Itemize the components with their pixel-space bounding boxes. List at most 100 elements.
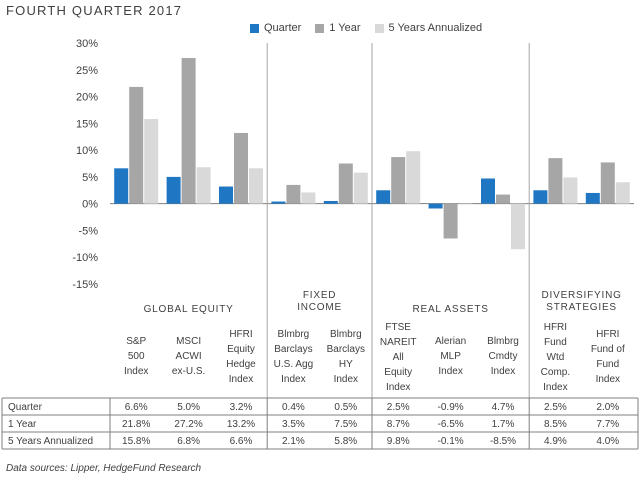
table-row-label: Quarter <box>8 402 43 413</box>
bar-1-7 <box>496 194 510 204</box>
group-label: INCOME <box>297 302 342 313</box>
table-cell: 2.1% <box>282 436 305 447</box>
bar-1-2 <box>234 132 248 204</box>
bar-1-5 <box>391 157 406 204</box>
y-tick-label: 5% <box>82 172 98 184</box>
table-cell: 27.2% <box>174 419 202 430</box>
y-tick-label: 0% <box>82 199 98 211</box>
legend-swatch-1-year <box>315 23 325 33</box>
y-tick-label: 25% <box>76 65 98 77</box>
bar-0-4 <box>323 200 338 204</box>
group-label: DIVERSIFYING <box>542 290 622 301</box>
category-label: Blmbrg <box>487 336 519 347</box>
category-label: Index <box>281 374 305 385</box>
table-cell: 6.8% <box>177 436 200 447</box>
bar-2-0 <box>144 119 159 204</box>
legend-item-5-years: 5 Years Annualized <box>374 22 483 34</box>
category-label: Index <box>491 366 515 377</box>
group-label: STRATEGIES <box>546 302 617 313</box>
table-cell: 4.9% <box>544 436 567 447</box>
category-label: HFRI <box>596 329 619 340</box>
data-source-note: Data sources: Lipper, HedgeFund Research <box>6 463 202 474</box>
category-label: 500 <box>128 351 145 362</box>
table-cell: 8.7% <box>387 419 410 430</box>
table-cell: 5.0% <box>177 402 200 413</box>
category-label: Barclays <box>274 344 312 355</box>
y-tick-label: 20% <box>76 92 98 104</box>
category-label: Alerian <box>435 336 466 347</box>
y-tick-label: -10% <box>72 252 98 264</box>
category-label: Index <box>543 382 567 393</box>
table-cell: 6.6% <box>125 402 148 413</box>
table-cell: 7.5% <box>334 419 357 430</box>
category-label: Hedge <box>226 359 256 370</box>
table-cell: -0.1% <box>438 436 464 447</box>
table-cell: -0.9% <box>438 402 464 413</box>
category-label: Blmbrg <box>330 329 362 340</box>
table-cell: 13.2% <box>227 419 255 430</box>
category-label: Index <box>386 382 410 393</box>
bar-2-4 <box>353 172 368 204</box>
bar-2-6 <box>458 203 473 205</box>
category-label: All <box>393 352 404 363</box>
category-label: U.S. Agg <box>274 359 313 370</box>
bar-2-9 <box>615 182 630 204</box>
bar-1-3 <box>286 184 301 204</box>
y-tick-label: 10% <box>76 145 98 157</box>
y-tick-label: -15% <box>72 279 98 291</box>
bar-0-8 <box>533 190 548 204</box>
category-label: Index <box>334 374 358 385</box>
legend-label-quarter: Quarter <box>264 22 302 34</box>
table-cell: 8.5% <box>544 419 567 430</box>
category-label: Equity <box>384 367 412 378</box>
category-label: Index <box>438 366 462 377</box>
category-label: Wtd <box>547 352 565 363</box>
category-label: ex-U.S. <box>172 366 205 377</box>
bar-0-6 <box>428 203 443 209</box>
table-cell: 6.6% <box>230 436 253 447</box>
table-cell: 15.8% <box>122 436 150 447</box>
bar-0-2 <box>219 186 233 204</box>
category-label: S&P <box>126 336 146 347</box>
table-row-label: 5 Years Annualized <box>8 436 93 447</box>
category-label: ACWI <box>176 351 202 362</box>
legend-item-1-year: 1 Year <box>315 22 361 34</box>
group-label: GLOBAL EQUITY <box>144 304 234 315</box>
category-label: Comp. <box>541 367 570 378</box>
table-cell: 0.4% <box>282 402 305 413</box>
table-cell: 7.7% <box>596 419 619 430</box>
y-tick-label: 15% <box>76 118 98 130</box>
bar-1-1 <box>181 57 196 204</box>
bar-2-8 <box>563 177 578 204</box>
bar-0-9 <box>585 192 600 204</box>
bar-2-7 <box>511 203 525 250</box>
bar-0-0 <box>114 168 129 204</box>
category-label: Fund <box>544 337 567 348</box>
legend: Quarter 1 Year 5 Years Annualized <box>250 22 482 34</box>
category-label: Fund of <box>591 344 625 355</box>
bar-2-2 <box>249 168 263 204</box>
table-cell: 9.8% <box>387 436 410 447</box>
table-cell: 2.5% <box>387 402 410 413</box>
category-label: MSCI <box>176 336 201 347</box>
category-label: Barclays <box>327 344 365 355</box>
legend-label-5-years: 5 Years Annualized <box>388 22 483 34</box>
category-label: HFRI <box>544 322 567 333</box>
bar-1-8 <box>548 158 563 204</box>
table-cell: 3.2% <box>230 402 253 413</box>
table-cell: 1.7% <box>492 419 515 430</box>
table-cell: 5.8% <box>334 436 357 447</box>
category-label: Index <box>229 374 253 385</box>
bar-1-4 <box>338 163 353 204</box>
category-label: Index <box>124 366 148 377</box>
table-row-label: 1 Year <box>8 419 37 430</box>
category-label: Blmbrg <box>278 329 310 340</box>
category-label: MLP <box>440 351 461 362</box>
chart-title: FOURTH QUARTER 2017 <box>6 3 183 18</box>
bar-1-6 <box>443 203 458 239</box>
group-label: REAL ASSETS <box>412 304 488 315</box>
table-cell: -6.5% <box>438 419 464 430</box>
table-cell: 0.5% <box>334 402 357 413</box>
bar-2-1 <box>196 167 211 204</box>
